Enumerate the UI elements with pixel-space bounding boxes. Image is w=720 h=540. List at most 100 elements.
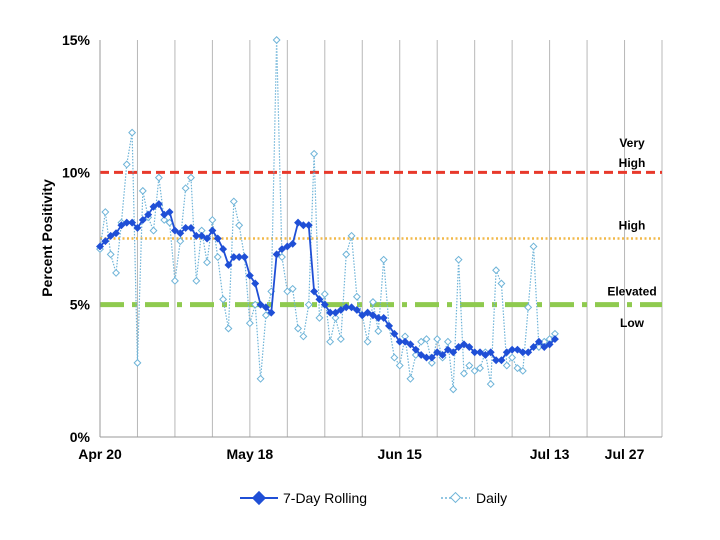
point-daily — [502, 361, 511, 370]
series-7day-line — [99, 202, 556, 362]
point-7day — [213, 234, 222, 243]
point-7day — [181, 223, 190, 232]
point-7day — [454, 343, 463, 351]
point-daily — [550, 329, 559, 338]
point-7day — [417, 350, 426, 359]
point-daily — [310, 149, 319, 158]
point-7day — [240, 253, 249, 261]
point-daily — [133, 358, 142, 367]
point-daily — [331, 313, 340, 322]
point-7day — [138, 216, 147, 224]
point-daily — [433, 335, 442, 344]
x-tick-label: Apr 20 — [78, 446, 122, 462]
point-daily — [470, 366, 479, 375]
point-daily — [294, 324, 303, 333]
point-7day — [438, 350, 447, 359]
point-daily — [315, 313, 324, 322]
point-7day — [352, 306, 361, 314]
point-daily — [251, 300, 260, 309]
point-daily — [401, 332, 410, 341]
point-7day — [481, 350, 490, 359]
point-daily — [176, 237, 185, 246]
point-7day — [96, 242, 104, 251]
point-7day — [524, 348, 533, 357]
point-daily — [347, 231, 356, 240]
point-daily — [427, 358, 436, 367]
point-daily — [529, 242, 538, 251]
point-7day — [497, 356, 506, 365]
point-7day — [133, 223, 142, 232]
point-daily — [138, 186, 147, 195]
point-daily — [465, 361, 474, 370]
point-daily — [352, 292, 361, 301]
point-daily — [256, 374, 265, 383]
point-daily — [160, 216, 169, 224]
point-7day — [272, 250, 281, 259]
point-7day — [165, 208, 174, 216]
y-axis-title: Percent Positivity — [39, 179, 55, 297]
point-daily — [304, 300, 313, 309]
point-7day — [336, 305, 345, 314]
point-daily — [363, 337, 372, 346]
point-daily — [245, 319, 254, 328]
point-7day — [106, 231, 115, 240]
point-daily — [229, 197, 238, 206]
series-daily — [96, 36, 559, 394]
point-daily — [492, 266, 501, 275]
point-daily — [101, 208, 110, 216]
point-7day — [245, 271, 254, 280]
point-7day — [476, 348, 484, 357]
point-daily — [181, 184, 190, 193]
series — [96, 36, 559, 394]
point-7day — [197, 231, 206, 240]
point-daily — [513, 364, 522, 373]
point-7day — [427, 353, 436, 362]
point-7day — [144, 210, 153, 219]
series-daily-line — [99, 39, 556, 390]
legend-daily-marker — [449, 491, 462, 504]
point-7day — [545, 340, 554, 349]
point-daily — [283, 287, 292, 296]
point-7day — [401, 337, 410, 346]
point-daily — [342, 250, 351, 259]
point-daily — [443, 337, 452, 346]
point-7day — [283, 242, 292, 251]
point-7day — [170, 226, 179, 235]
point-7day — [534, 337, 543, 346]
point-daily — [320, 290, 329, 299]
point-daily — [261, 311, 270, 320]
y-tick-label: 10% — [62, 164, 91, 180]
threshold-annotations: Very High High Elevated Low — [607, 136, 656, 330]
point-daily — [128, 128, 137, 137]
point-7day — [492, 356, 501, 365]
threshold-annotation: High — [619, 156, 646, 170]
legend-7day-label: 7-Day Rolling — [283, 490, 367, 506]
point-daily — [278, 253, 286, 261]
point-daily — [476, 364, 484, 373]
threshold-lines — [100, 170, 662, 308]
point-daily — [545, 335, 554, 344]
point-daily — [395, 361, 404, 370]
y-tick-labels: 0% 5% 10% 15% — [62, 32, 91, 445]
point-7day — [379, 313, 388, 322]
point-7day — [390, 329, 399, 338]
point-7day — [358, 311, 367, 320]
x-tick-label: Jul 13 — [530, 446, 570, 462]
x-tick-label: May 18 — [227, 446, 274, 462]
point-daily — [336, 335, 345, 344]
point-daily — [369, 298, 377, 306]
point-daily — [406, 374, 415, 383]
point-daily — [219, 295, 228, 304]
point-daily — [288, 284, 297, 293]
point-daily — [224, 324, 233, 333]
point-7day — [529, 343, 538, 351]
point-7day — [192, 231, 201, 240]
point-7day — [304, 221, 313, 230]
point-7day — [112, 229, 121, 238]
point-daily — [165, 218, 174, 227]
x-tick-labels: Apr 20 May 18 Jun 15 Jul 13 Jul 27 — [78, 446, 644, 462]
y-tick-label: 5% — [70, 297, 91, 313]
point-daily — [112, 268, 121, 277]
point-daily — [411, 350, 420, 359]
point-7day — [101, 237, 110, 246]
